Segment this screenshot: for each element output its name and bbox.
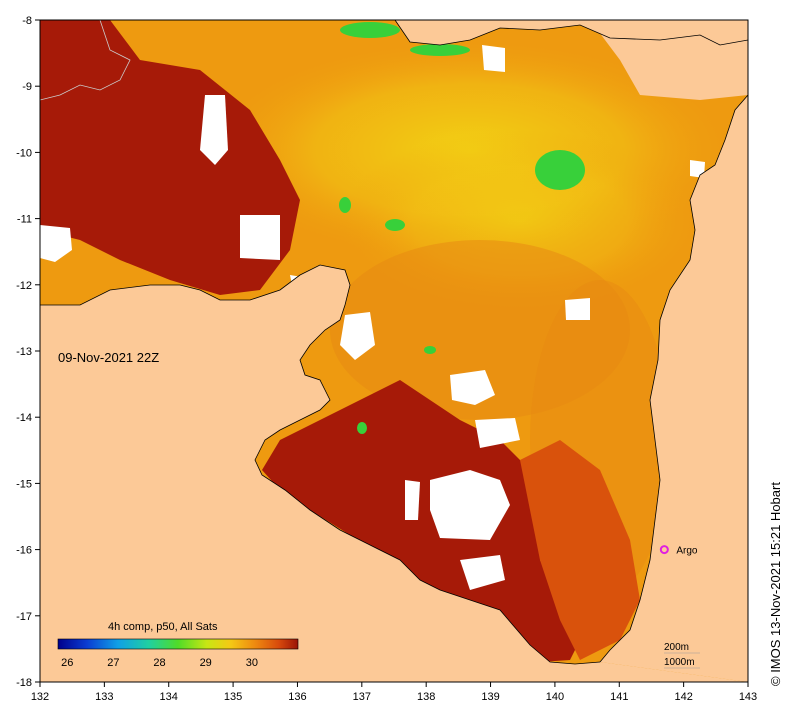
x-tick-label: 142 [674,691,692,703]
x-tick-label: 136 [288,691,306,703]
x-tick-label: 140 [546,691,564,703]
x-tick-label: 132 [31,691,49,703]
land-torres-strait-coast [590,20,748,100]
x-tick-label: 141 [610,691,628,703]
x-tick-label: 139 [481,691,499,703]
green-cool-patch [535,150,585,190]
y-tick-label: -11 [17,214,32,226]
green-cool-patch [410,44,470,56]
land-cape-york [600,95,748,682]
colorbar-ticks: 26 27 28 29 30 [61,657,258,669]
y-tick-label: -14 [16,412,32,424]
river-line [40,20,131,101]
y-tick-label: -16 [16,545,32,557]
y-tick-label: -15 [16,478,32,490]
x-tick-label: 138 [417,691,435,703]
colorbar [57,638,299,650]
sst-plot-area [40,20,748,682]
y-tick-label: -18 [16,677,32,689]
y-axis: -8 -9 -10 -11 -12 -13 -14 -15 -16 -17 -18 [16,15,40,689]
argo-marker[interactable]: Argo [659,545,698,557]
x-tick-label: 133 [95,691,113,703]
green-cool-patch [340,22,400,38]
colorbar-tick-label: 28 [153,657,165,669]
x-tick-label: 135 [224,691,242,703]
colorbar-legend: 4h comp, p50, All Sats 26 27 28 29 30 [57,621,299,669]
hot-water-region-southwest [262,380,580,662]
colorbar-tick-label: 27 [107,657,119,669]
x-tick-label: 137 [353,691,371,703]
green-cool-patch [357,422,367,434]
warm-water-region-south [520,440,640,660]
hot-water-region-west [40,20,300,295]
x-tick-label: 143 [739,691,757,703]
cloud-masks [40,45,705,590]
colorbar-tick-label: 30 [246,657,258,669]
contour-1000m-label: 1000m [664,657,695,668]
y-tick-label: -13 [16,346,32,358]
land-masses [40,20,748,682]
colorbar-tick-label: 26 [61,657,73,669]
contour-legend: 200m 1000m [664,642,700,669]
coastline [394,20,748,46]
y-tick-label: -9 [22,81,32,93]
green-cool-patch [424,346,436,354]
argo-marker-icon [659,545,669,555]
colorbar-title: 4h comp, p50, All Sats [108,621,218,633]
date-label: 09-Nov-2021 22Z [58,350,159,365]
credit-label: © IMOS 13-Nov-2021 15:21 Hobart [768,482,783,686]
x-axis: 132 133 134 135 136 137 138 139 140 141 142 143 [31,682,757,703]
argo-label: Argo [676,546,698,557]
contour-200m-label: 200m [664,642,689,653]
green-cool-patch [339,197,351,213]
colorbar-tick-label: 29 [200,657,212,669]
coastline [599,94,748,663]
x-tick-label: 134 [160,691,178,703]
y-tick-label: -8 [22,15,32,27]
green-cool-patch [385,219,405,231]
y-tick-label: -17 [16,611,32,623]
y-tick-label: -10 [16,147,32,159]
y-tick-label: -12 [16,280,32,292]
land-gulf-south-coast [40,265,748,682]
coastline [40,264,601,665]
